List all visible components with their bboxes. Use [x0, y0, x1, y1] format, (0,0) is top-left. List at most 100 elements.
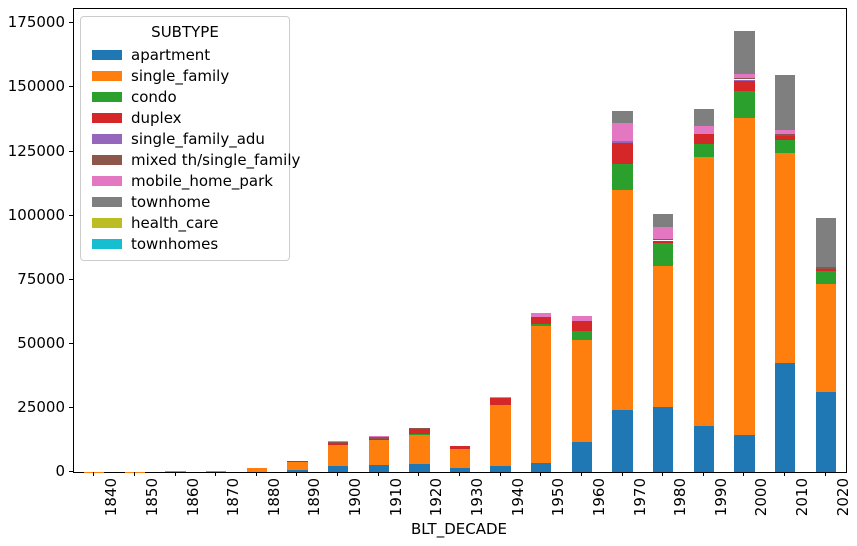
y-tick-label: 0	[55, 462, 65, 480]
bar-segment-mobile-home-park-1990	[693, 125, 714, 134]
bar-segment-condo-2000	[734, 90, 755, 118]
bar-segment-single-family-2000	[734, 117, 755, 436]
bar-segment-single-family-1970	[612, 189, 633, 411]
legend-item-single-family: single_family	[81, 65, 289, 86]
bar-segment-condo-1970	[612, 163, 633, 190]
bar-segment-mixed-th-single-family-2020	[815, 267, 836, 269]
legend-label: single_family_adu	[131, 129, 265, 148]
x-tick-mark	[133, 472, 135, 476]
legend-item-duplex: duplex	[81, 107, 289, 128]
y-tick-mark	[69, 22, 73, 24]
bar-segment-townhome-2010	[774, 74, 796, 131]
x-tick-label: 1910	[386, 478, 405, 517]
legend-label: single_family	[131, 66, 230, 85]
bar-segment-single-family-1980	[653, 265, 674, 407]
bar-segment-duplex-2000	[734, 81, 755, 91]
bar-segment-single-family-1990	[693, 156, 714, 427]
bar-segment-mixed-th-single-family-1910	[368, 437, 389, 439]
y-tick-mark	[69, 214, 73, 216]
y-tick-mark	[69, 342, 73, 344]
bar-segment-mixed-th-single-family-2000	[734, 77, 755, 80]
bar-segment-townhome-1990	[693, 109, 714, 126]
bar-segment-apartment-1950	[531, 463, 552, 472]
bar-segment-condo-1990	[693, 143, 714, 157]
legend-label: health_care	[131, 213, 219, 232]
x-tick-label: 1950	[549, 478, 568, 517]
legend-swatch-icon	[92, 175, 122, 186]
y-tick-mark	[69, 86, 73, 88]
legend-item-mobile-home-park: mobile_home_park	[81, 170, 289, 191]
bar-segment-duplex-1930	[449, 446, 471, 450]
bar-segment-single-family-1910	[368, 439, 389, 465]
x-tick-label: 1840	[102, 478, 121, 517]
legend-label: townhome	[131, 192, 211, 211]
bar-segment-single-family-1930	[449, 449, 471, 469]
legend-item-townhome: townhome	[81, 191, 289, 212]
bar-segment-single-family-1900	[327, 444, 349, 466]
legend-label: mixed th/single_family	[131, 150, 301, 169]
bar-segment-duplex-1940	[490, 398, 511, 406]
y-tick-label: 175000	[7, 13, 65, 32]
bar-segment-mixed-th-single-family-2010	[774, 133, 796, 137]
bar-segment-apartment-2010	[774, 363, 796, 472]
bar-segment-townhome-2000	[734, 31, 755, 74]
bar-segment-mixed-th-single-family-1980	[653, 239, 674, 241]
legend-swatch-icon	[92, 112, 122, 123]
x-tick-label: 1870	[224, 478, 243, 517]
legend-swatch-icon	[92, 91, 122, 102]
x-tick-mark	[662, 472, 664, 476]
x-tick-mark	[499, 472, 501, 476]
bar-segment-mobile-home-park-2010	[774, 130, 796, 134]
x-tick-mark	[93, 472, 95, 476]
bar-segment-mobile-home-park-1980	[653, 227, 674, 240]
bar-segment-single-family-2020	[815, 283, 836, 392]
bar-segment-duplex-1910	[368, 438, 389, 440]
y-tick-mark	[69, 278, 73, 280]
y-tick-label: 125000	[7, 141, 65, 160]
x-tick-mark	[174, 472, 176, 476]
x-tick-mark	[296, 472, 298, 476]
bar-segment-single-family-1870	[206, 470, 227, 472]
bar-segment-single-family-1950	[531, 325, 552, 464]
bar-segment-mobile-home-park-1960	[571, 315, 593, 321]
legend-title: SUBTYPE	[151, 23, 219, 41]
bar-segment-duplex-1980	[653, 240, 674, 243]
bar-segment-apartment-1970	[612, 410, 633, 472]
bar-segment-condo-1920	[409, 433, 430, 435]
x-tick-mark	[702, 472, 704, 476]
x-tick-label: 1930	[468, 478, 486, 517]
x-tick-label: 2020	[833, 478, 852, 517]
bar-segment-condo-1980	[653, 242, 674, 266]
bar-segment-mobile-home-park-1900	[327, 441, 349, 443]
legend-swatch-icon	[92, 196, 122, 207]
y-tick-label: 50000	[17, 333, 65, 352]
bar-segment-single-family-1860	[165, 471, 186, 472]
x-tick-label: 1960	[589, 478, 608, 517]
x-tick-label: 1890	[305, 478, 324, 517]
legend-item-health-care: health_care	[81, 212, 289, 233]
x-tick-mark	[215, 472, 217, 476]
x-tick-mark	[824, 472, 826, 476]
y-tick-label: 75000	[17, 269, 65, 288]
legend-label: apartment	[131, 45, 211, 64]
bar-segment-apartment-1930	[449, 468, 471, 472]
bar-segment-single-family-1920	[409, 434, 430, 464]
bar-segment-single-family-1850	[124, 471, 146, 473]
x-tick-label: 1970	[630, 478, 649, 517]
bar-segment-single-family-adu-2000	[734, 79, 755, 82]
legend-items: apartment single_family condo duplex single_…	[81, 44, 300, 254]
bar-segment-single-family-1890	[287, 462, 308, 470]
x-tick-label: 1940	[508, 478, 527, 517]
bar-segment-duplex-2010	[774, 136, 796, 141]
bar-segment-single-family-1840	[84, 471, 105, 473]
legend-item-mixed-th-single-family: mixed th/single_family	[81, 149, 300, 170]
bar-segment-duplex-1960	[571, 320, 593, 331]
x-tick-label: 2000	[752, 478, 771, 517]
bar-segment-mixed-th-single-family-1920	[409, 428, 430, 430]
bar-segment-single-family-1960	[571, 339, 593, 442]
bar-segment-townhome-1970	[612, 110, 633, 124]
legend-item-single-family-adu: single_family_adu	[81, 128, 289, 149]
x-axis-title: BLT_DECADE	[410, 520, 508, 538]
bar-segment-apartment-1920	[409, 463, 430, 472]
x-tick-label: 1990	[711, 478, 730, 517]
